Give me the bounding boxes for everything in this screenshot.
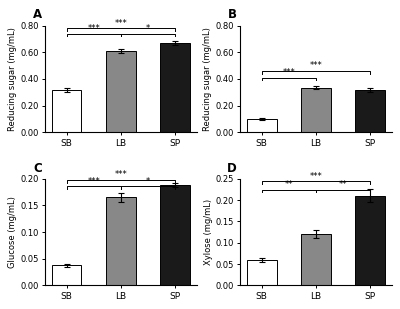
Text: **: **: [339, 180, 347, 189]
Bar: [247, 260, 277, 286]
Y-axis label: Reducing sugar (mg/mL): Reducing sugar (mg/mL): [204, 27, 212, 131]
Text: ***: ***: [87, 24, 100, 33]
Bar: [52, 90, 82, 132]
Text: *: *: [146, 177, 150, 186]
Text: ***: ***: [114, 170, 127, 179]
Text: ***: ***: [282, 68, 295, 77]
Text: ***: ***: [310, 61, 322, 70]
Text: ***: ***: [114, 19, 127, 28]
Text: C: C: [33, 162, 42, 175]
Text: ***: ***: [87, 177, 100, 186]
Bar: [247, 119, 277, 132]
Y-axis label: Reducing sugar (mg/mL): Reducing sugar (mg/mL): [8, 27, 17, 131]
Bar: [106, 197, 136, 286]
Bar: [106, 51, 136, 132]
Text: B: B: [228, 8, 237, 21]
Text: **: **: [284, 180, 293, 189]
Text: *: *: [146, 24, 150, 33]
Bar: [355, 90, 385, 132]
Text: A: A: [33, 8, 42, 21]
Bar: [301, 88, 331, 132]
Bar: [160, 43, 190, 132]
Bar: [355, 196, 385, 286]
Bar: [52, 265, 82, 286]
Y-axis label: Glucose (mg/mL): Glucose (mg/mL): [8, 196, 18, 268]
Bar: [160, 185, 190, 286]
Text: ***: ***: [310, 172, 322, 181]
Y-axis label: Xylose (mg/mL): Xylose (mg/mL): [204, 199, 212, 265]
Bar: [301, 234, 331, 286]
Text: D: D: [227, 162, 237, 175]
